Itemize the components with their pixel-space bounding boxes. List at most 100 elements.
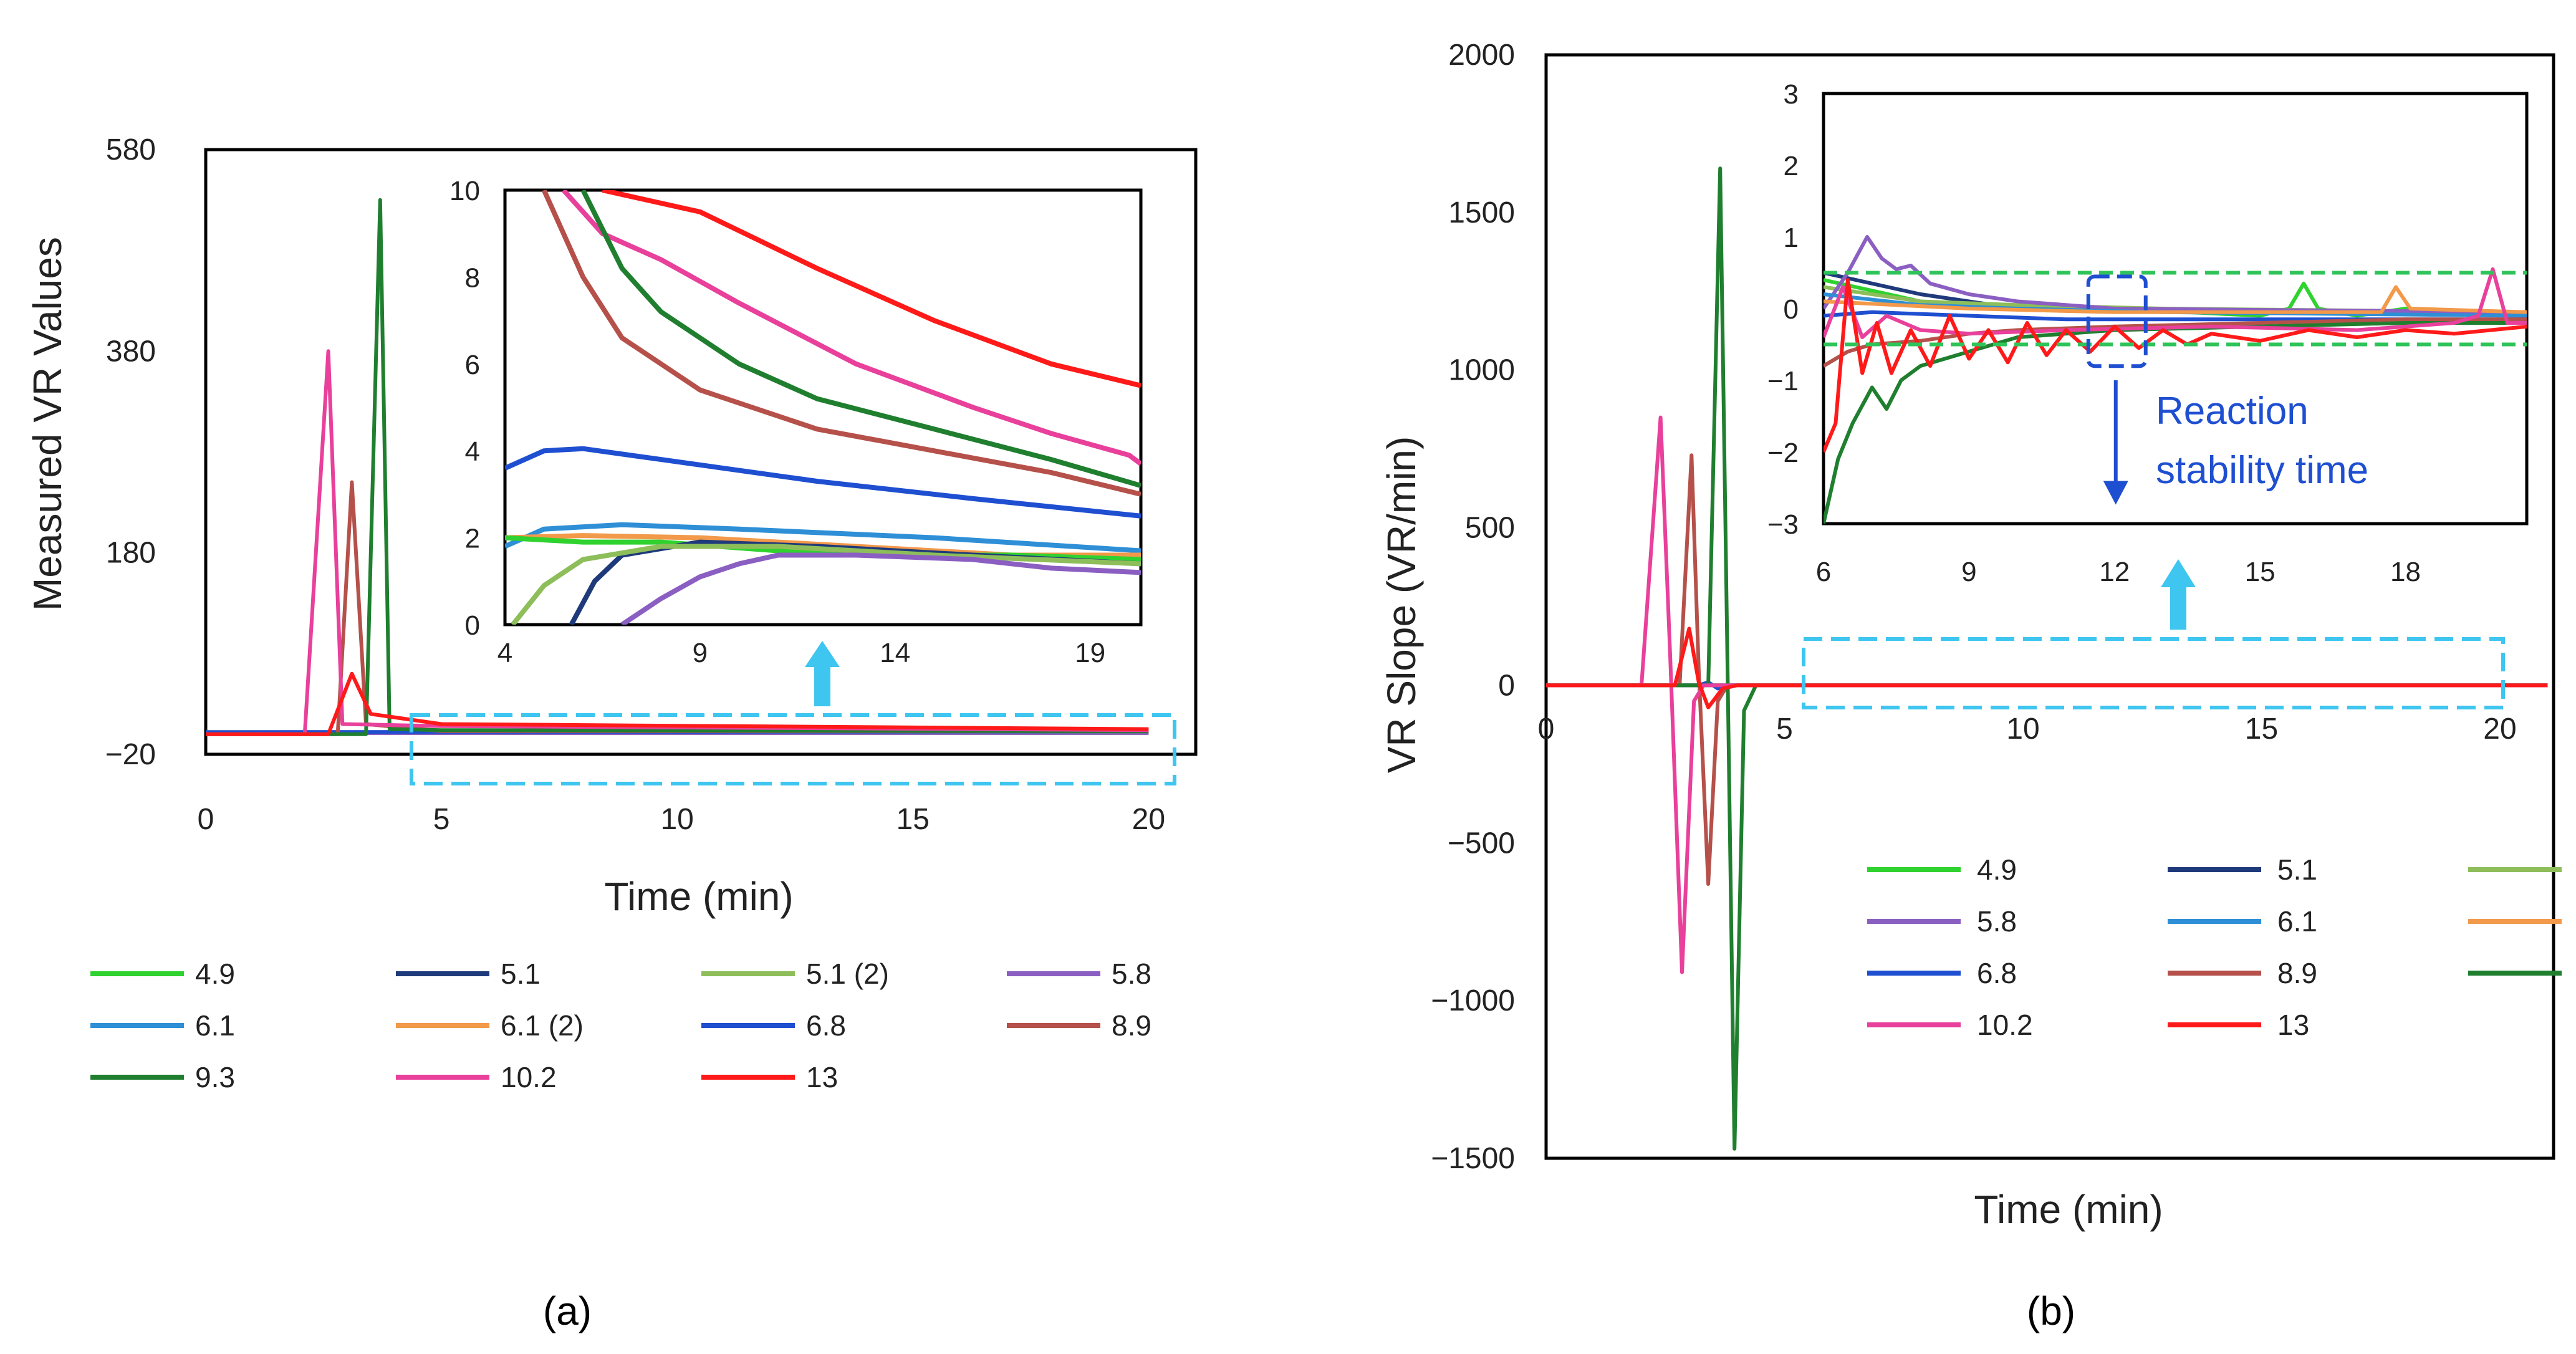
panel-a-zoom-region [410,713,1176,785]
panel-a-ytick-label: 180 [106,537,156,570]
panel-b-ytick-label: 0 [1498,669,1515,702]
panel-a-xtick-label: 0 [198,803,214,836]
panel-b-caption: (b) [2027,1289,2075,1333]
panel-a-inset-xtick-label: 19 [1075,638,1105,668]
panel-a-legend-label-13: 13 [806,1061,838,1093]
panel-b-series-9-3 [1546,166,2548,1151]
panel-b-xtick-label: 15 [2245,713,2278,746]
panel-b-legend-label-6-1: 6.1 [2277,905,2317,938]
panel-a-legend-label-10-2: 10.2 [501,1061,557,1093]
panel-a-inset-axes: 0 2 4 6 8 10 4 9 14 19 [449,176,1105,668]
panel-a-inset-series-13 [602,190,1141,388]
panel-b-xtick-label: 0 [1538,713,1555,746]
panel-b-ytick-label: 1500 [1448,196,1515,229]
panel-a-inset-ytick-label: 8 [465,262,480,293]
panel-b-inset-ytick-label: 0 [1784,294,1799,325]
panel-b-annotation-line1: Reaction [2156,390,2309,433]
panel-b-legend-label-8-9: 8.9 [2277,957,2317,989]
panel-b-inset-series-13 [1824,278,2527,453]
panel-a-xtick-label: 10 [660,803,693,836]
panel-a: −20 180 380 580 0 5 10 15 20 0 2 4 6 8 10 4 9 14 19 Time … [25,133,1198,1333]
panel-b-ytick-label: −1500 [1431,1142,1515,1175]
panel-a-inset-series-6-8 [505,446,1141,519]
panel-a-legend-label-5-1-2: 5.1 (2) [806,958,889,990]
panel-a-inset-ytick-label: 6 [465,350,480,380]
panel-a-series [206,198,1149,736]
panel-b-inset-ytick-label: 2 [1784,151,1799,181]
panel-a-zoom-arrow [805,641,840,706]
panel-b-inset-xtick-label: 18 [2390,557,2421,587]
panel-a-inset-series-5-8 [620,552,1141,625]
panel-a-legend-label-6-1-2: 6.1 (2) [501,1009,584,1042]
panel-b-ytick-label: 500 [1465,512,1515,545]
panel-a-inset-xtick-label: 9 [693,638,708,668]
panel-b-inset-series-6-1-2 [1824,285,2527,314]
panel-a-legend-label-8-9: 8.9 [1112,1009,1151,1042]
panel-a-inset-series-5-1-2 [511,544,1141,625]
panel-b-xtick-label: 20 [2483,713,2516,746]
panel-b-series-13 [1546,627,2548,709]
panel-a-inset-ytick-label: 10 [449,176,480,206]
panel-a-legend: 4.9 5.1 5.1 (2) 5.8 6.1 6.1 (2) 6.8 8.9 9.3 10.2 1… [90,958,1151,1093]
panel-a-inset-ytick-label: 0 [465,610,480,641]
panel-b-stability-arrow-head [2103,481,2128,505]
panel-a-series-9-3 [206,198,1149,736]
panel-b-ytick-label: 1000 [1448,354,1515,387]
panel-b-xlabel: Time (min) [1974,1187,2163,1232]
panel-b-legend-label-4-9: 4.9 [1977,853,2017,886]
panel-b-inset-series-10-2 [1824,267,2527,339]
panel-a-inset-xtick-label: 4 [497,638,512,668]
panel-a-inset-series-9-3 [580,190,1141,488]
panel-b-ytick-label: −500 [1448,827,1515,860]
panel-b-ytick-label: 2000 [1448,39,1515,72]
panel-a-inset-series-8-9 [541,190,1141,497]
panel-b-xtick-label: 10 [2006,713,2039,746]
panel-b-inset-xtick-label: 9 [1961,557,1976,587]
panel-b-legend: 4.95.15.1(2)5.86.16.1(2)6.88.99.310.213 [1867,853,2562,1041]
panel-a-xlabel: Time (min) [604,874,793,919]
panel-b-legend-label-13: 13 [2277,1009,2309,1041]
panel-b-inset-xtick-label: 15 [2245,557,2276,587]
panel-a-ytick-label: 580 [106,133,156,166]
panel-b-ylabel: VR Slope (VR/min) [1379,436,1424,774]
panel-a-inset-series-10-2 [561,190,1141,466]
panel-a-xtick-label: 20 [1132,803,1165,836]
panel-b-inset-series [1824,235,2527,524]
panel-a-ylabel: Measured VR Values [25,237,70,611]
panel-a-inset-ytick-label: 4 [465,436,480,467]
panel-a-series-13 [206,671,1149,736]
panel-b-annotation-line2: stability time [2156,449,2368,492]
panel-b-inset-annotations: Reaction stability time [1824,271,2527,505]
panel-a-inset-series [505,190,1141,625]
panel-a-xtick-label: 15 [896,803,930,836]
panel-b-xtick-label: 5 [1776,713,1793,746]
panel-b-legend-label-5-8: 5.8 [1977,905,2017,938]
panel-a-ytick-label: 380 [106,335,156,368]
panel-b-legend-label-10-2: 10.2 [1977,1009,2033,1041]
panel-a-inset-series-6-1 [505,522,1141,554]
panel-a-legend-label-9-3: 9.3 [195,1061,235,1093]
panel-b-inset-ytick-label: 3 [1784,79,1799,110]
panel-a-legend-label-5-8: 5.8 [1112,958,1151,990]
panel-a-ytick-label: −20 [105,738,156,771]
panel-b-inset-ytick-label: −3 [1767,509,1799,540]
panel-b-series [1546,166,2548,1151]
panel-b-inset-ytick-label: −2 [1767,438,1799,468]
panel-a-legend-label-4-9: 4.9 [195,958,235,990]
panel-b-inset-ytick-label: −1 [1767,366,1799,396]
panel-a-xtick-label: 5 [433,803,450,836]
panel-a-legend-label-6-8: 6.8 [806,1009,846,1042]
panel-b-inset-xtick-label: 6 [1816,557,1831,587]
panel-a-inset-ytick-label: 2 [465,524,480,554]
panel-a-legend-label-6-1: 6.1 [195,1009,235,1042]
panel-b-zoom-arrow [2161,559,2196,630]
panel-b-inset-series-5-8 [1824,235,2527,314]
panel-b-ytick-label: −1000 [1431,984,1515,1017]
panel-a-inset-xtick-label: 14 [880,638,910,668]
panel-a-caption: (a) [543,1289,592,1333]
